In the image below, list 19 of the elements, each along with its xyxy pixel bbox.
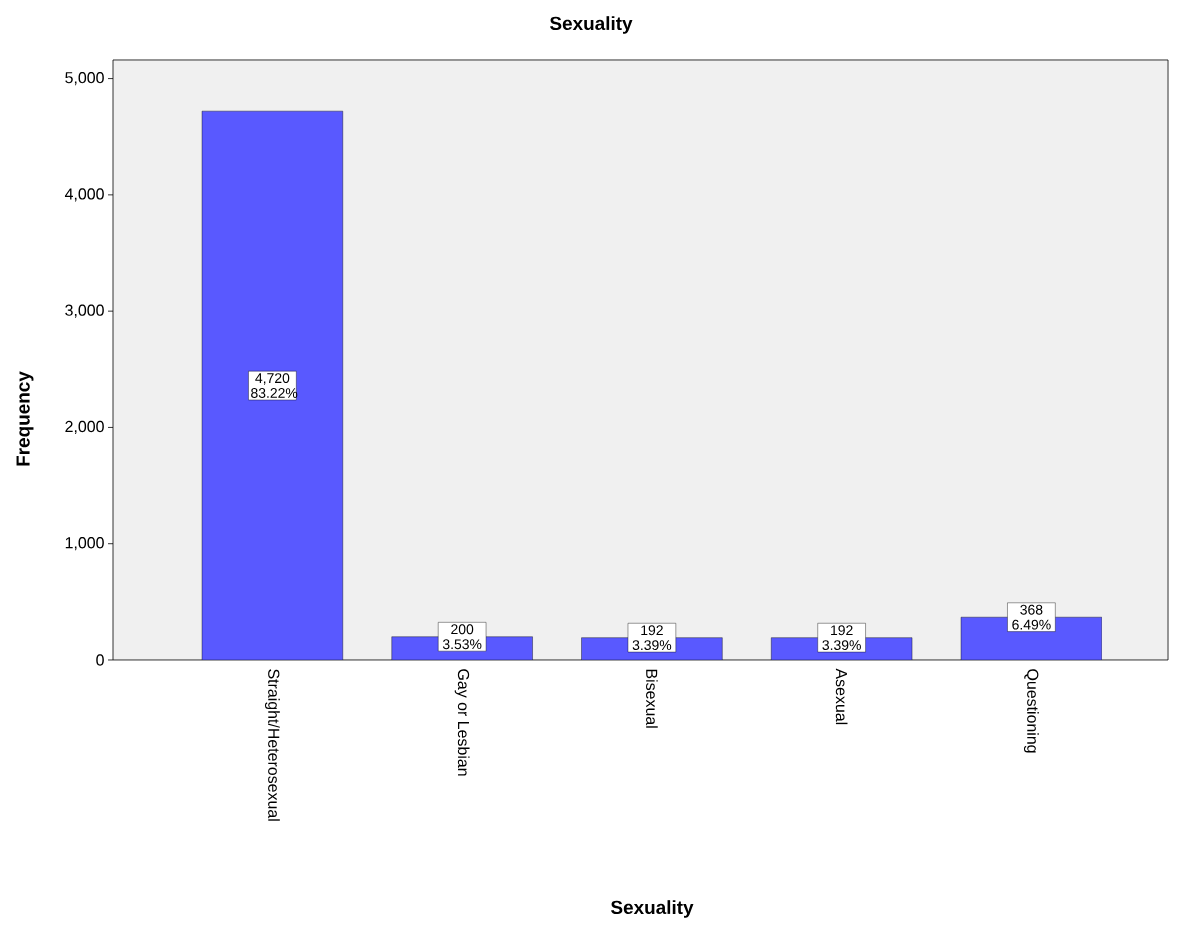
y-tick-label: 3,000 [65,304,104,318]
x-tick-label: Straight/Heterosexual [264,669,280,821]
y-tick-label: 2,000 [65,420,104,434]
y-tick-label: 0 [96,654,104,666]
x-tick-label: Gay or Lesbian [454,669,470,776]
data-label: 368 6.49% [1012,604,1051,630]
data-label: 192 3.39% [632,625,672,651]
x-tick-label: Asexual [835,668,848,725]
y-tick-label: 1,000 [65,537,104,551]
data-label: 192 3.39% [822,625,861,651]
y-axis-title: Frequency [16,371,34,466]
x-tick-label: Questioning [1023,669,1039,753]
x-tick-label: Bisexual [646,669,658,728]
y-tick-label: 4,000 [64,188,104,202]
data-label: 200 3.53% [442,624,482,650]
x-axis-title: Sexuality [610,900,694,918]
y-tick-label: 5,000 [65,72,104,86]
bar [202,111,343,660]
chart-title: Sexuality [549,16,633,34]
